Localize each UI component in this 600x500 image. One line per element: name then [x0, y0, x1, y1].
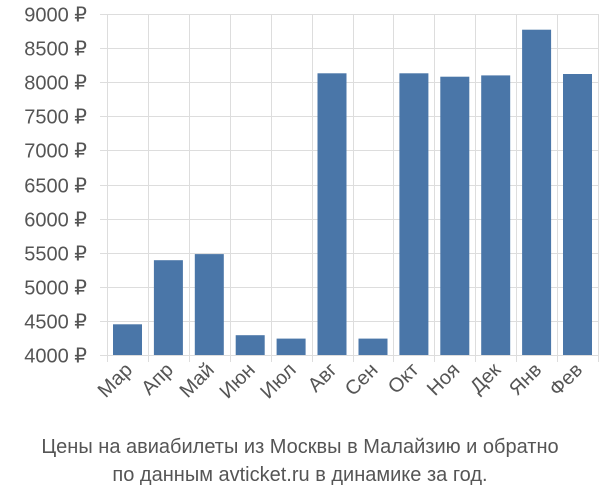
y-tick-label: 7000 ₽ [24, 141, 87, 163]
bar-5 [276, 338, 306, 355]
x-tick-label: Июл [256, 359, 300, 403]
x-tick-label: Авг [304, 359, 342, 397]
y-tick-label: 8000 ₽ [24, 73, 87, 95]
bar-11 [522, 29, 552, 355]
y-tick-label: 6000 ₽ [24, 210, 87, 232]
x-tick-label: Сен [341, 359, 382, 400]
x-tick-label: Дек [466, 359, 505, 398]
x-tick-label: Июн [216, 359, 260, 403]
y-tick-label: 9000 ₽ [24, 5, 87, 27]
bar-chart: 4000 ₽ 4500 ₽ 5000 ₽ 5500 ₽ 6000 ₽ 6500 ₽ 7000… [24, 5, 599, 403]
y-tick-label: 5000 ₽ [24, 278, 87, 300]
x-tick-label: Янв [505, 359, 546, 400]
y-tick-label: 5500 ₽ [24, 244, 87, 266]
bar-8 [399, 73, 429, 356]
x-tick-label: Фев [545, 359, 587, 401]
bar-1 [113, 324, 142, 355]
x-tick-label: Май [176, 359, 219, 402]
bar-10 [481, 75, 511, 356]
bar-2 [153, 260, 183, 355]
x-tick-label: Окт [384, 359, 423, 398]
y-tick-label: 4000 ₽ [24, 346, 87, 368]
chart-caption-line-2: по данным avticket.ru в динамике за год. [112, 464, 488, 486]
bar-6 [317, 73, 347, 356]
y-tick-label: 6500 ₽ [24, 176, 87, 198]
y-tick-label: 8500 ₽ [24, 39, 87, 61]
bar-12 [563, 74, 592, 355]
x-tick-label: Мар [94, 359, 137, 402]
grid-layer [100, 14, 599, 362]
bar-7 [358, 338, 388, 355]
x-tick-label: Апр [137, 359, 178, 400]
bar-3 [194, 254, 224, 355]
y-tick-label: 7500 ₽ [24, 107, 87, 129]
y-tick-label: 4500 ₽ [24, 312, 87, 334]
bar-9 [440, 76, 470, 355]
y-tick-labels: 4000 ₽ 4500 ₽ 5000 ₽ 5500 ₽ 6000 ₽ 6500 ₽ 7000… [24, 5, 87, 368]
chart-caption-line-1: Цены на авиабилеты из Москвы в Малайзию … [41, 436, 559, 458]
bar-layer [113, 29, 592, 356]
bar-4 [235, 335, 265, 355]
x-tick-label: Ноя [423, 359, 464, 400]
